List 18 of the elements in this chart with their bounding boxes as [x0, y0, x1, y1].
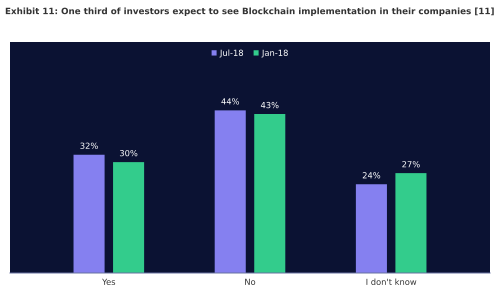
x-tick-label: No — [245, 278, 256, 286]
bar — [214, 110, 246, 273]
chart-title: Exhibit 11: One third of investors expect to see Blockchain implementation in their companies [11] — [6, 8, 494, 16]
data-label: 32% — [80, 142, 98, 149]
legend-label: Jul-18 — [220, 50, 244, 58]
data-label: 24% — [362, 172, 380, 178]
bar — [356, 184, 387, 273]
bar — [113, 162, 144, 273]
data-label: 27% — [402, 161, 420, 168]
data-label: 43% — [260, 102, 279, 108]
x-tick-label: I don't know — [366, 278, 416, 286]
legend-label: Jan-18 — [262, 50, 288, 58]
data-label: 30% — [120, 150, 138, 156]
x-tick-label: Yes — [102, 278, 116, 286]
bar — [395, 173, 426, 273]
bar — [74, 154, 105, 273]
data-label: 44% — [221, 98, 240, 105]
bar — [254, 114, 286, 273]
